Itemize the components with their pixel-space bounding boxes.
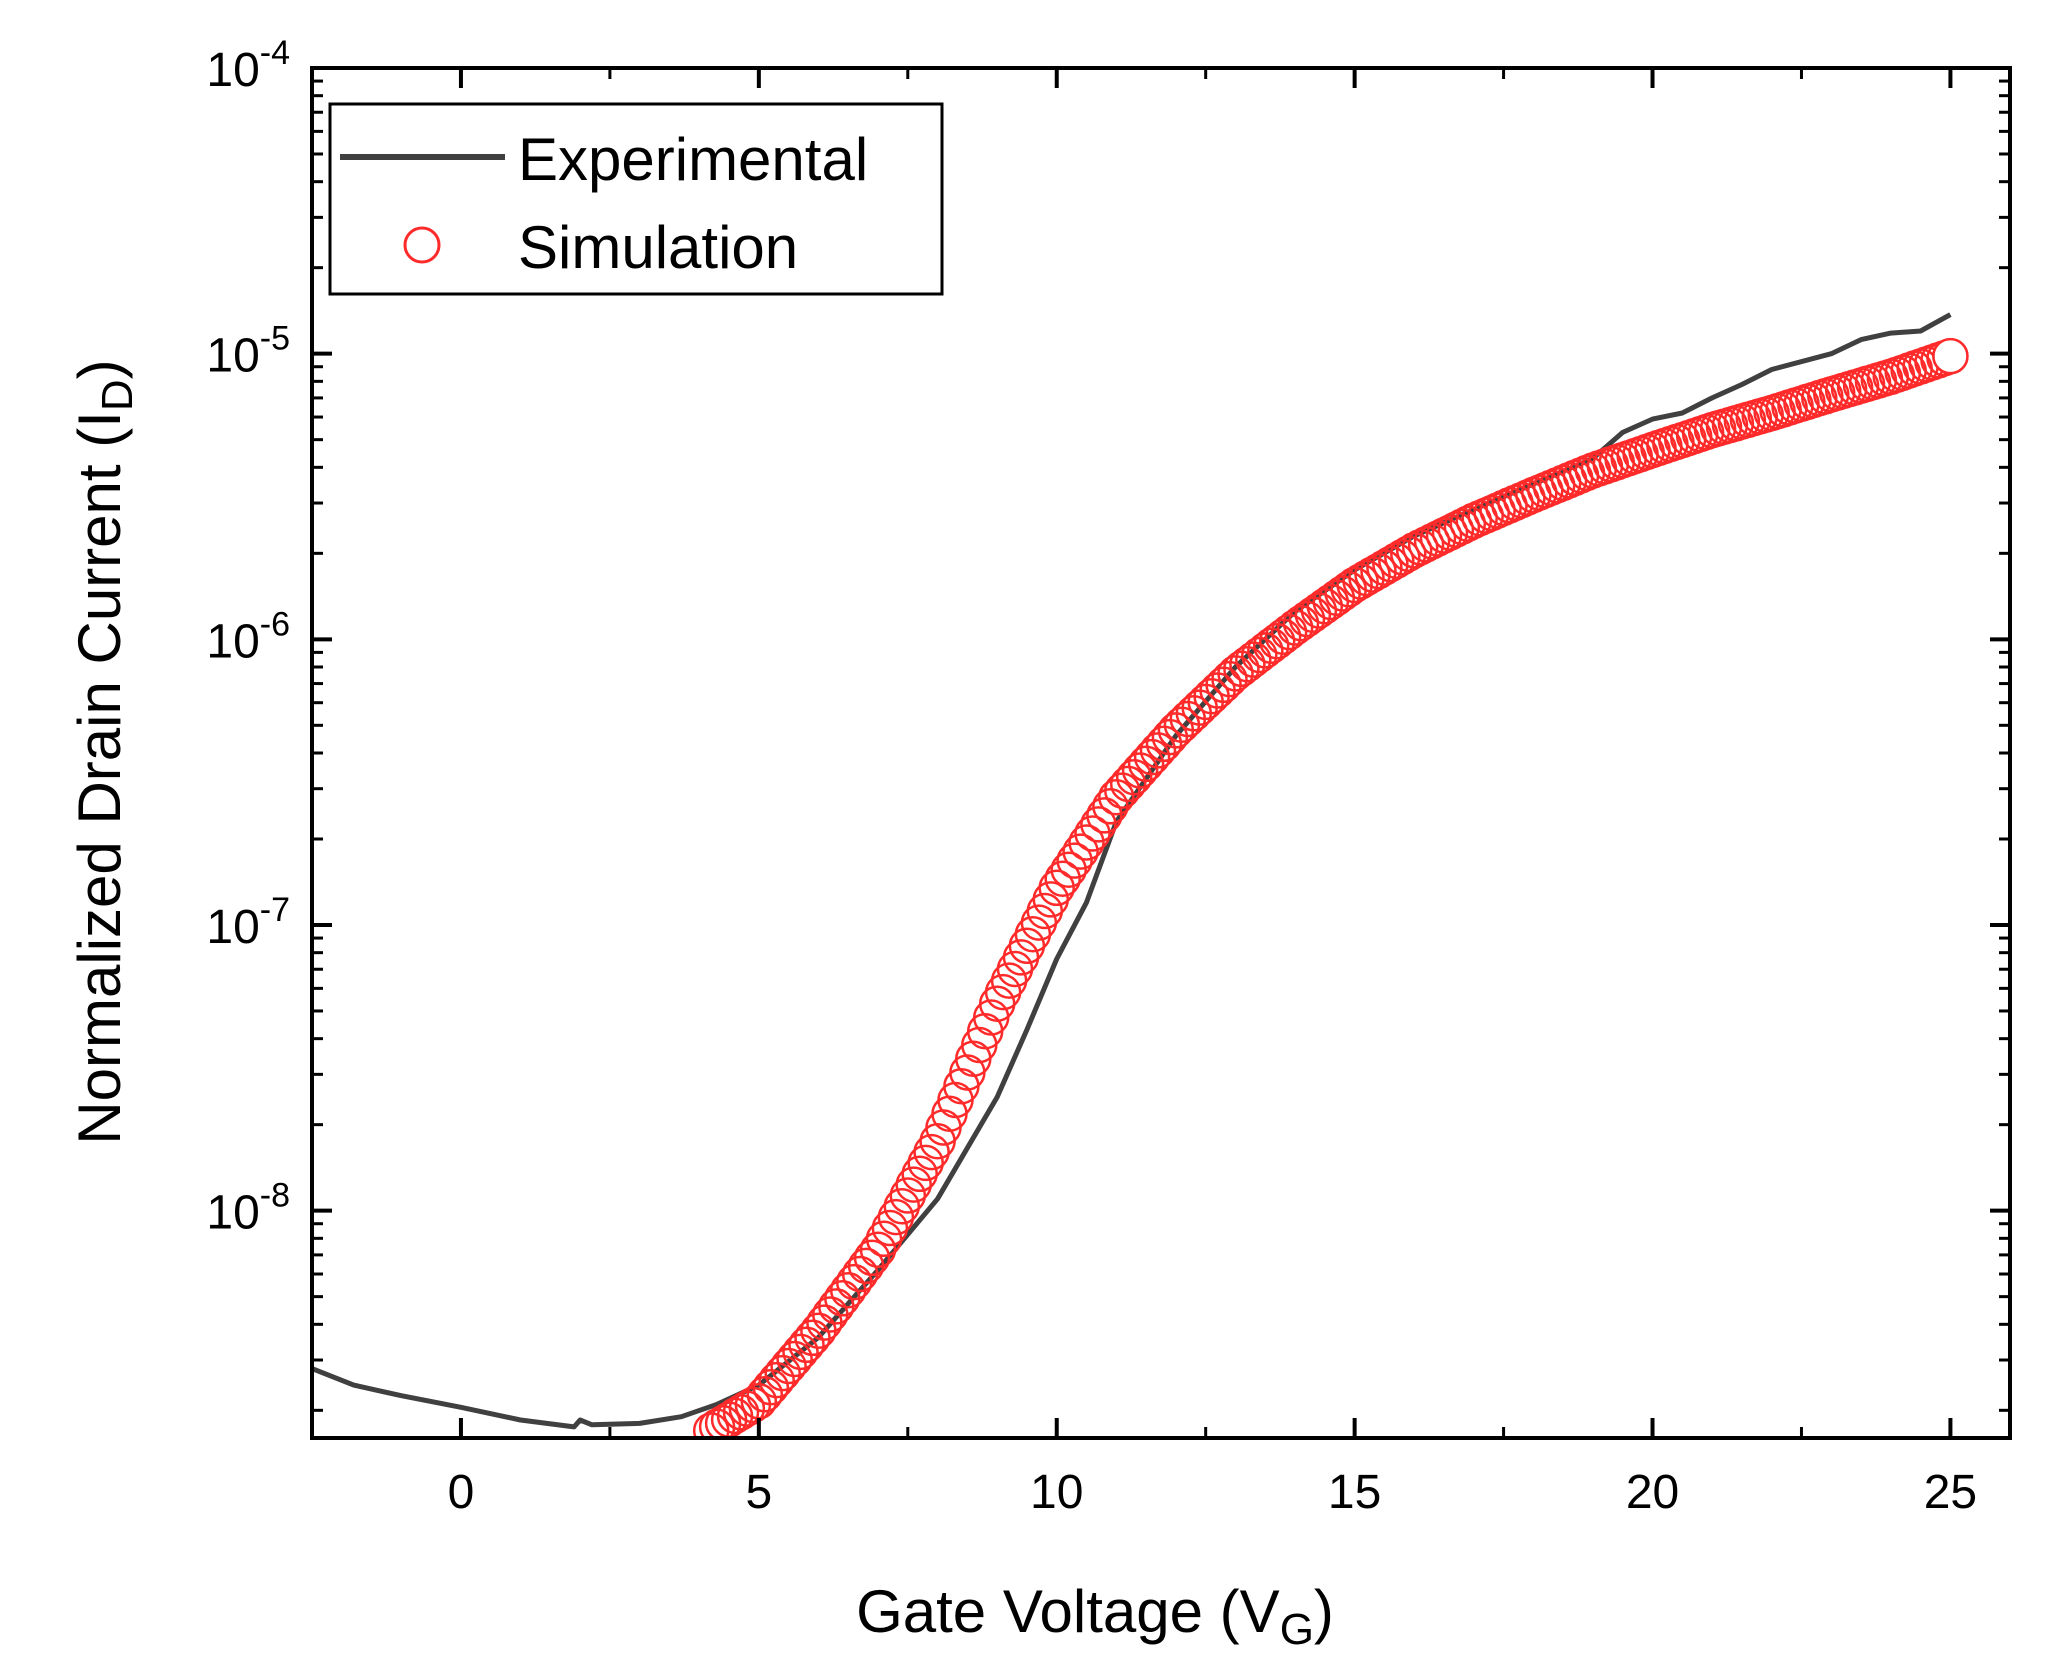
simulation-point [853, 1239, 891, 1277]
x-axis-title: Gate Voltage (VG) [856, 1578, 1334, 1654]
simulation-point [1288, 600, 1326, 638]
simulation-point [1056, 842, 1093, 879]
simulation-point [913, 1133, 950, 1171]
simulation-point [746, 1376, 784, 1413]
simulation-point [871, 1209, 909, 1247]
ticks-layer [310, 66, 2010, 1438]
legend-simulation-label: Simulation [518, 214, 798, 281]
simulation-point [1336, 566, 1373, 604]
series-layer [312, 312, 1969, 1438]
simulation-point [889, 1177, 927, 1214]
simulation-point [788, 1326, 825, 1364]
y-tick-label: 10-7 [206, 891, 290, 954]
simulation-point [1378, 542, 1415, 579]
simulation-point [722, 1394, 760, 1431]
x-tick-label: 0 [448, 1466, 475, 1519]
simulation-point [776, 1340, 813, 1378]
y-tick-label: 10-6 [206, 605, 290, 668]
x-tick-label: 10 [1030, 1466, 1083, 1519]
simulation-point [901, 1155, 938, 1193]
simulation-point [883, 1188, 921, 1225]
simulation-point [895, 1166, 932, 1203]
simulation-point [1086, 797, 1123, 834]
simulation-point [1348, 559, 1385, 597]
x-tick-label: 15 [1328, 1466, 1381, 1519]
simulation-point [865, 1220, 903, 1258]
simulation-point [1270, 613, 1308, 651]
labels-layer: 0 5 10 15 20 25 10-8 10-7 10-6 10-5 10-4 [206, 34, 1977, 1519]
simulation-point [1282, 604, 1320, 642]
simulation-point [764, 1354, 801, 1392]
x-tick-label: 5 [745, 1466, 772, 1519]
simulation-point [1306, 587, 1344, 625]
simulation-point-last [1932, 337, 1969, 375]
simulation-point [1074, 815, 1111, 852]
simulation-point [1068, 824, 1105, 861]
x-tick-label: 25 [1924, 1466, 1977, 1519]
simulation-point [1044, 860, 1081, 897]
simulation-point [1276, 609, 1314, 646]
simulation-point [758, 1361, 795, 1399]
simulation-point [1294, 596, 1332, 633]
simulation-point [752, 1368, 790, 1406]
x-tick-label: 20 [1626, 1466, 1679, 1519]
legend-experimental-label: Experimental [518, 126, 868, 193]
simulation-point [1080, 806, 1117, 843]
legend: Experimental Simulation [328, 102, 944, 296]
legend-simulation-swatch [403, 226, 441, 264]
simulation-point [1038, 869, 1075, 907]
simulation-point [1050, 851, 1087, 888]
simulation-point [859, 1231, 897, 1268]
simulation-point [1372, 545, 1409, 583]
simulation-point [907, 1144, 944, 1182]
simulation-point [770, 1347, 807, 1385]
simulation-point [877, 1198, 915, 1236]
y-tick-label: 10-5 [206, 320, 290, 383]
simulation-point [1354, 556, 1391, 593]
simulation-point [1360, 552, 1397, 590]
y-tick-label: 10-4 [206, 34, 290, 97]
simulation-point [1384, 538, 1421, 576]
simulation-point [782, 1333, 819, 1371]
simulation-point [1300, 592, 1338, 629]
simulation-point [1342, 563, 1379, 600]
simulation-point [1312, 583, 1350, 621]
simulation-point [1366, 549, 1403, 586]
legend-box [328, 102, 944, 296]
simulation-point [1062, 833, 1099, 870]
y-axis-title: Normalized Drain Current (ID) [66, 359, 142, 1144]
y-tick-label: 10-8 [206, 1177, 290, 1240]
